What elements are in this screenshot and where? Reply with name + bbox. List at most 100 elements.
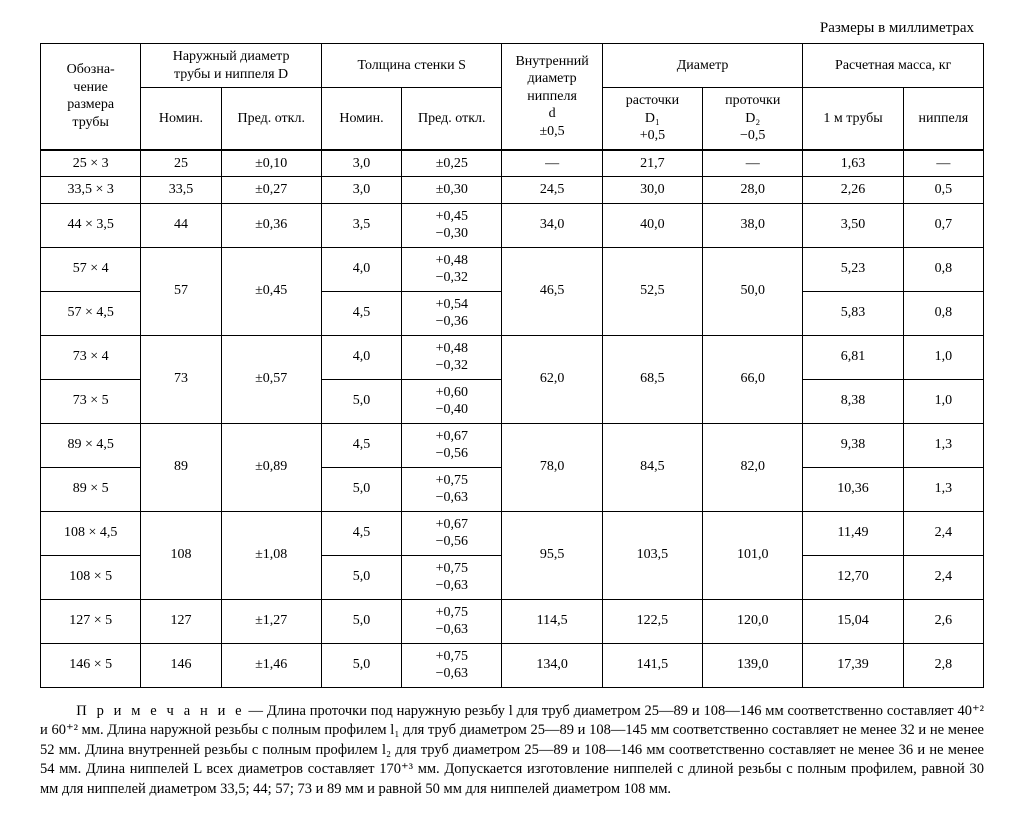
cell-thick-nom: 5,0 — [321, 467, 401, 511]
cell-outer-dev: ±0,89 — [221, 423, 321, 511]
cell-thick-dev: +0,75−0,63 — [402, 467, 502, 511]
cell-outer-dev: ±1,08 — [221, 511, 321, 599]
hdr-mass: Расчетная масса, кг — [803, 44, 984, 88]
table-row: 33,5 × 333,5±0,273,0±0,3024,530,028,02,2… — [41, 177, 984, 204]
cell-thick-dev: +0,48−0,32 — [402, 247, 502, 291]
cell-outer-dev: ±0,10 — [221, 150, 321, 177]
cell-thick-nom: 4,5 — [321, 423, 401, 467]
cell-mass-nipple: 2,6 — [903, 599, 983, 643]
cell-mass-pipe: 2,26 — [803, 177, 903, 204]
cell-designation: 89 × 4,5 — [41, 423, 141, 467]
cell-designation: 57 × 4 — [41, 247, 141, 291]
cell-outer-nom: 44 — [141, 203, 221, 247]
cell-mass-nipple: 1,3 — [903, 467, 983, 511]
cell-outer-nom: 127 — [141, 599, 221, 643]
cell-mass-pipe: 6,81 — [803, 335, 903, 379]
cell-thick-dev: +0,45−0,30 — [402, 203, 502, 247]
table-row: 89 × 4,589±0,894,5+0,67−0,5678,084,582,0… — [41, 423, 984, 467]
table-row: 73 × 473±0,574,0+0,48−0,3262,068,566,06,… — [41, 335, 984, 379]
cell-d2: 28,0 — [703, 177, 803, 204]
cell-d1: 30,0 — [602, 177, 702, 204]
cell-designation: 44 × 3,5 — [41, 203, 141, 247]
cell-mass-pipe: 5,23 — [803, 247, 903, 291]
footnote: П р и м е ч а н и е — Длина проточки под… — [40, 702, 984, 800]
cell-mass-pipe: 10,36 — [803, 467, 903, 511]
hdr-outer-diameter: Наружный диаметртрубы и ниппеля D — [141, 44, 322, 88]
cell-designation: 33,5 × 3 — [41, 177, 141, 204]
cell-mass-nipple: 2,8 — [903, 643, 983, 687]
cell-d1: 84,5 — [602, 423, 702, 511]
cell-mass-nipple: — — [903, 150, 983, 177]
cell-thick-nom: 3,0 — [321, 150, 401, 177]
cell-designation: 89 × 5 — [41, 467, 141, 511]
cell-thick-dev: +0,48−0,32 — [402, 335, 502, 379]
dimensions-table: Обозна-чениеразмератрубы Наружный диамет… — [40, 43, 984, 688]
cell-thick-dev: ±0,30 — [402, 177, 502, 204]
cell-d2: — — [703, 150, 803, 177]
hdr-mass-pipe: 1 м трубы — [803, 88, 903, 150]
hdr-outer-nom: Номин. — [141, 88, 221, 150]
cell-d2: 82,0 — [703, 423, 803, 511]
cell-mass-pipe: 9,38 — [803, 423, 903, 467]
cell-d1: 40,0 — [602, 203, 702, 247]
cell-thick-nom: 4,5 — [321, 291, 401, 335]
cell-designation: 108 × 4,5 — [41, 511, 141, 555]
cell-thick-dev: ±0,25 — [402, 150, 502, 177]
cell-outer-nom: 73 — [141, 335, 221, 423]
hdr-thick-nom: Номин. — [321, 88, 401, 150]
hdr-thick-dev: Пред. откл. — [402, 88, 502, 150]
cell-mass-nipple: 0,8 — [903, 247, 983, 291]
table-row: 108 × 4,5108±1,084,5+0,67−0,5695,5103,51… — [41, 511, 984, 555]
cell-mass-pipe: 11,49 — [803, 511, 903, 555]
cell-mass-nipple: 0,7 — [903, 203, 983, 247]
cell-thick-dev: +0,54−0,36 — [402, 291, 502, 335]
cell-inner-d: — — [502, 150, 602, 177]
cell-designation: 146 × 5 — [41, 643, 141, 687]
cell-mass-nipple: 2,4 — [903, 511, 983, 555]
cell-outer-nom: 25 — [141, 150, 221, 177]
cell-thick-nom: 3,5 — [321, 203, 401, 247]
cell-d2: 38,0 — [703, 203, 803, 247]
cell-thick-nom: 3,0 — [321, 177, 401, 204]
table-row: 44 × 3,544±0,363,5+0,45−0,3034,040,038,0… — [41, 203, 984, 247]
cell-d2: 120,0 — [703, 599, 803, 643]
cell-outer-dev: ±1,27 — [221, 599, 321, 643]
cell-designation: 108 × 5 — [41, 555, 141, 599]
table-row: 127 × 5127±1,275,0+0,75−0,63114,5122,512… — [41, 599, 984, 643]
cell-thick-nom: 5,0 — [321, 555, 401, 599]
units-caption: Размеры в миллиметрах — [40, 20, 974, 37]
cell-designation: 57 × 4,5 — [41, 291, 141, 335]
cell-thick-nom: 5,0 — [321, 599, 401, 643]
cell-thick-dev: +0,75−0,63 — [402, 643, 502, 687]
cell-mass-pipe: 8,38 — [803, 379, 903, 423]
cell-inner-d: 114,5 — [502, 599, 602, 643]
cell-outer-nom: 57 — [141, 247, 221, 335]
cell-mass-pipe: 1,63 — [803, 150, 903, 177]
hdr-outer-dev: Пред. откл. — [221, 88, 321, 150]
footnote-label: П р и м е ч а н и е — [76, 703, 244, 719]
cell-d2: 50,0 — [703, 247, 803, 335]
hdr-inner-diameter: Внутреннийдиаметрниппеляd±0,5 — [502, 44, 602, 150]
cell-inner-d: 62,0 — [502, 335, 602, 423]
cell-d1: 21,7 — [602, 150, 702, 177]
cell-outer-nom: 146 — [141, 643, 221, 687]
cell-thick-nom: 4,5 — [321, 511, 401, 555]
cell-thick-nom: 4,0 — [321, 247, 401, 291]
hdr-mass-nipple: ниппеля — [903, 88, 983, 150]
cell-inner-d: 134,0 — [502, 643, 602, 687]
cell-mass-pipe: 12,70 — [803, 555, 903, 599]
cell-thick-nom: 5,0 — [321, 379, 401, 423]
cell-d2: 139,0 — [703, 643, 803, 687]
cell-d1: 122,5 — [602, 599, 702, 643]
cell-mass-nipple: 2,4 — [903, 555, 983, 599]
cell-thick-dev: +0,67−0,56 — [402, 511, 502, 555]
cell-designation: 25 × 3 — [41, 150, 141, 177]
cell-thick-nom: 4,0 — [321, 335, 401, 379]
cell-d1: 141,5 — [602, 643, 702, 687]
cell-outer-dev: ±0,27 — [221, 177, 321, 204]
cell-mass-nipple: 0,5 — [903, 177, 983, 204]
cell-mass-pipe: 3,50 — [803, 203, 903, 247]
cell-outer-dev: ±1,46 — [221, 643, 321, 687]
cell-mass-nipple: 0,8 — [903, 291, 983, 335]
cell-thick-dev: +0,67−0,56 — [402, 423, 502, 467]
